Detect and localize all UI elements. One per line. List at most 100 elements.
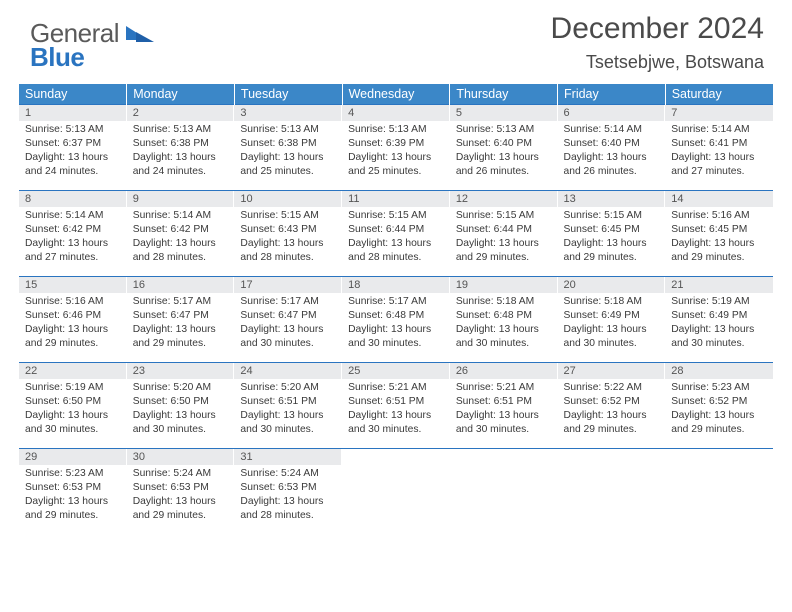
day-details: Sunrise: 5:14 AMSunset: 6:42 PMDaylight:… [19, 207, 127, 269]
calendar-day-cell: 8Sunrise: 5:14 AMSunset: 6:42 PMDaylight… [19, 191, 127, 277]
day-details: Sunrise: 5:16 AMSunset: 6:46 PMDaylight:… [19, 293, 127, 355]
day-number: 23 [127, 363, 235, 379]
day-number: 31 [234, 449, 342, 465]
day-details: Sunrise: 5:13 AMSunset: 6:37 PMDaylight:… [19, 121, 127, 183]
day-number: 8 [19, 191, 127, 207]
calendar-day-cell: 9Sunrise: 5:14 AMSunset: 6:42 PMDaylight… [127, 191, 235, 277]
day-details: Sunrise: 5:19 AMSunset: 6:50 PMDaylight:… [19, 379, 127, 441]
day-number: 22 [19, 363, 127, 379]
calendar-day-cell: 16Sunrise: 5:17 AMSunset: 6:47 PMDayligh… [127, 277, 235, 363]
brand-sail-icon-dark [136, 32, 154, 42]
calendar-day-cell: 10Sunrise: 5:15 AMSunset: 6:43 PMDayligh… [234, 191, 342, 277]
calendar-week-row: 29Sunrise: 5:23 AMSunset: 6:53 PMDayligh… [19, 449, 773, 535]
calendar-day-cell: 5Sunrise: 5:13 AMSunset: 6:40 PMDaylight… [450, 105, 558, 191]
calendar-week-row: 1Sunrise: 5:13 AMSunset: 6:37 PMDaylight… [19, 105, 773, 191]
day-number: 4 [342, 105, 450, 121]
page-subtitle: Tsetsebjwe, Botswana [586, 52, 764, 73]
calendar-day-cell: 13Sunrise: 5:15 AMSunset: 6:45 PMDayligh… [558, 191, 666, 277]
day-details: Sunrise: 5:15 AMSunset: 6:45 PMDaylight:… [558, 207, 666, 269]
day-number: 29 [19, 449, 127, 465]
calendar-day-cell: 12Sunrise: 5:15 AMSunset: 6:44 PMDayligh… [450, 191, 558, 277]
calendar-day-cell: 19Sunrise: 5:18 AMSunset: 6:48 PMDayligh… [450, 277, 558, 363]
day-details: Sunrise: 5:14 AMSunset: 6:42 PMDaylight:… [127, 207, 235, 269]
calendar-day-cell: 23Sunrise: 5:20 AMSunset: 6:50 PMDayligh… [127, 363, 235, 449]
calendar-day-cell: 28Sunrise: 5:23 AMSunset: 6:52 PMDayligh… [665, 363, 773, 449]
calendar-day-cell: .. [342, 449, 450, 535]
day-details: Sunrise: 5:24 AMSunset: 6:53 PMDaylight:… [234, 465, 342, 527]
day-number: 19 [450, 277, 558, 293]
day-number: 11 [342, 191, 450, 207]
calendar-day-cell: 6Sunrise: 5:14 AMSunset: 6:40 PMDaylight… [558, 105, 666, 191]
day-number: 1 [19, 105, 127, 121]
day-details: Sunrise: 5:13 AMSunset: 6:38 PMDaylight:… [234, 121, 342, 183]
day-details: Sunrise: 5:13 AMSunset: 6:38 PMDaylight:… [127, 121, 235, 183]
calendar-table: Sunday Monday Tuesday Wednesday Thursday… [19, 84, 773, 535]
page-title: December 2024 [551, 12, 764, 46]
brand-part2: Blue [30, 42, 84, 73]
calendar-day-cell: .. [665, 449, 773, 535]
day-number: 18 [342, 277, 450, 293]
day-details: Sunrise: 5:24 AMSunset: 6:53 PMDaylight:… [127, 465, 235, 527]
day-details: Sunrise: 5:18 AMSunset: 6:48 PMDaylight:… [450, 293, 558, 355]
calendar-body: 1Sunrise: 5:13 AMSunset: 6:37 PMDaylight… [19, 105, 773, 535]
day-details: Sunrise: 5:13 AMSunset: 6:40 PMDaylight:… [450, 121, 558, 183]
calendar-day-cell: 31Sunrise: 5:24 AMSunset: 6:53 PMDayligh… [234, 449, 342, 535]
day-number: 15 [19, 277, 127, 293]
dow-friday: Friday [558, 84, 666, 105]
day-number: 6 [558, 105, 666, 121]
day-number: 17 [234, 277, 342, 293]
day-details: Sunrise: 5:20 AMSunset: 6:50 PMDaylight:… [127, 379, 235, 441]
day-number: 5 [450, 105, 558, 121]
dow-wednesday: Wednesday [342, 84, 450, 105]
day-number: 21 [665, 277, 773, 293]
calendar-day-cell: 29Sunrise: 5:23 AMSunset: 6:53 PMDayligh… [19, 449, 127, 535]
day-number: 10 [234, 191, 342, 207]
dow-thursday: Thursday [450, 84, 558, 105]
day-number: 16 [127, 277, 235, 293]
calendar-day-cell: 14Sunrise: 5:16 AMSunset: 6:45 PMDayligh… [665, 191, 773, 277]
day-number: 9 [127, 191, 235, 207]
calendar-day-cell: 18Sunrise: 5:17 AMSunset: 6:48 PMDayligh… [342, 277, 450, 363]
day-number: 30 [127, 449, 235, 465]
calendar-day-cell: 17Sunrise: 5:17 AMSunset: 6:47 PMDayligh… [234, 277, 342, 363]
calendar-day-cell: 21Sunrise: 5:19 AMSunset: 6:49 PMDayligh… [665, 277, 773, 363]
day-number: 3 [234, 105, 342, 121]
day-details: Sunrise: 5:16 AMSunset: 6:45 PMDaylight:… [665, 207, 773, 269]
day-details: Sunrise: 5:15 AMSunset: 6:44 PMDaylight:… [342, 207, 450, 269]
calendar-week-row: 8Sunrise: 5:14 AMSunset: 6:42 PMDaylight… [19, 191, 773, 277]
day-details: Sunrise: 5:14 AMSunset: 6:40 PMDaylight:… [558, 121, 666, 183]
calendar-day-cell: 25Sunrise: 5:21 AMSunset: 6:51 PMDayligh… [342, 363, 450, 449]
calendar-week-row: 15Sunrise: 5:16 AMSunset: 6:46 PMDayligh… [19, 277, 773, 363]
day-details: Sunrise: 5:17 AMSunset: 6:48 PMDaylight:… [342, 293, 450, 355]
calendar-day-cell: 11Sunrise: 5:15 AMSunset: 6:44 PMDayligh… [342, 191, 450, 277]
calendar-day-cell: 7Sunrise: 5:14 AMSunset: 6:41 PMDaylight… [665, 105, 773, 191]
day-details: Sunrise: 5:21 AMSunset: 6:51 PMDaylight:… [450, 379, 558, 441]
day-details: Sunrise: 5:23 AMSunset: 6:53 PMDaylight:… [19, 465, 127, 527]
day-details: Sunrise: 5:19 AMSunset: 6:49 PMDaylight:… [665, 293, 773, 355]
dow-monday: Monday [127, 84, 235, 105]
page-header: General Blue December 2024 Tsetsebjwe, B… [0, 0, 792, 82]
day-details: Sunrise: 5:13 AMSunset: 6:39 PMDaylight:… [342, 121, 450, 183]
calendar-day-cell: 26Sunrise: 5:21 AMSunset: 6:51 PMDayligh… [450, 363, 558, 449]
day-details: Sunrise: 5:15 AMSunset: 6:44 PMDaylight:… [450, 207, 558, 269]
day-number: 20 [558, 277, 666, 293]
calendar-day-cell: 24Sunrise: 5:20 AMSunset: 6:51 PMDayligh… [234, 363, 342, 449]
day-details: Sunrise: 5:14 AMSunset: 6:41 PMDaylight:… [665, 121, 773, 183]
calendar-day-cell: 22Sunrise: 5:19 AMSunset: 6:50 PMDayligh… [19, 363, 127, 449]
day-number: 7 [665, 105, 773, 121]
brand-logo: General Blue [30, 18, 119, 49]
day-number: 25 [342, 363, 450, 379]
calendar-day-cell: 30Sunrise: 5:24 AMSunset: 6:53 PMDayligh… [127, 449, 235, 535]
dow-saturday: Saturday [665, 84, 773, 105]
day-number: 14 [665, 191, 773, 207]
day-details: Sunrise: 5:23 AMSunset: 6:52 PMDaylight:… [665, 379, 773, 441]
calendar-day-cell: .. [450, 449, 558, 535]
day-details: Sunrise: 5:18 AMSunset: 6:49 PMDaylight:… [558, 293, 666, 355]
calendar-day-cell: .. [558, 449, 666, 535]
dow-tuesday: Tuesday [234, 84, 342, 105]
day-number: 12 [450, 191, 558, 207]
calendar-day-cell: 3Sunrise: 5:13 AMSunset: 6:38 PMDaylight… [234, 105, 342, 191]
calendar-day-cell: 2Sunrise: 5:13 AMSunset: 6:38 PMDaylight… [127, 105, 235, 191]
day-details: Sunrise: 5:15 AMSunset: 6:43 PMDaylight:… [234, 207, 342, 269]
day-number: 28 [665, 363, 773, 379]
